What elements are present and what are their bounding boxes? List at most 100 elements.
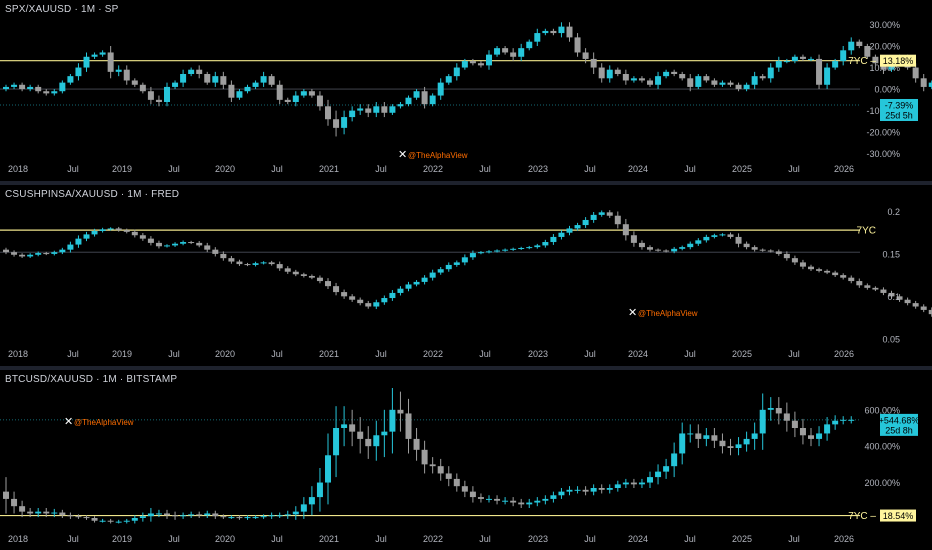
candle-body[interactable] xyxy=(824,424,831,434)
candle-body[interactable] xyxy=(461,486,468,492)
candle-body[interactable] xyxy=(912,67,919,79)
candle-body[interactable] xyxy=(550,236,557,243)
candle-body[interactable] xyxy=(864,285,871,288)
candle-body[interactable] xyxy=(284,514,291,516)
candle-body[interactable] xyxy=(711,435,718,441)
candle-body[interactable] xyxy=(365,438,372,447)
candle-body[interactable] xyxy=(204,513,211,516)
candle-body[interactable] xyxy=(703,236,710,241)
candle-body[interactable] xyxy=(550,30,557,34)
candle-body[interactable] xyxy=(799,428,806,436)
candle-body[interactable] xyxy=(11,84,18,87)
candle-body[interactable] xyxy=(655,249,662,251)
chart-panel-spx-xau[interactable]: SPX/XAUUSD · 1M · SP 30.00% 20.00% 10.00% 0… xyxy=(0,0,932,180)
candle-body[interactable] xyxy=(453,262,460,265)
candle-body[interactable] xyxy=(502,500,509,502)
candle-body[interactable] xyxy=(349,296,356,300)
candle-body[interactable] xyxy=(647,477,653,483)
candle-body[interactable] xyxy=(606,69,613,79)
candle-body[interactable] xyxy=(99,229,106,231)
candle-body[interactable] xyxy=(751,433,758,439)
candle-body[interactable] xyxy=(582,219,589,226)
candle-body[interactable] xyxy=(848,41,855,51)
candle-body[interactable] xyxy=(880,289,887,293)
candle-body[interactable] xyxy=(397,409,404,414)
candle-body[interactable] xyxy=(139,516,146,518)
candle-body[interactable] xyxy=(832,420,839,425)
candle-body[interactable] xyxy=(172,243,179,246)
candle-body[interactable] xyxy=(558,26,565,34)
candle-body[interactable] xyxy=(574,37,581,53)
candle-body[interactable] xyxy=(292,511,299,515)
candle-body[interactable] xyxy=(518,247,525,249)
candle-body[interactable] xyxy=(606,212,613,216)
candle-body[interactable] xyxy=(292,271,299,275)
candle-body[interactable] xyxy=(743,438,750,445)
candle-body[interactable] xyxy=(614,69,621,74)
candle-body[interactable] xyxy=(808,266,814,270)
candle-body[interactable] xyxy=(719,234,726,236)
candle-body[interactable] xyxy=(751,247,758,250)
candle-body[interactable] xyxy=(19,254,26,257)
candle-body[interactable] xyxy=(357,431,364,439)
candle-body[interactable] xyxy=(155,513,162,515)
candle-body[interactable] xyxy=(437,82,444,96)
candle-body[interactable] xyxy=(695,433,702,439)
candle-body[interactable] xyxy=(928,309,932,315)
candle-body[interactable] xyxy=(308,91,315,96)
candle-body[interactable] xyxy=(429,272,436,278)
panel-divider[interactable] xyxy=(0,366,932,370)
candle-body[interactable] xyxy=(212,76,219,83)
candle-body[interactable] xyxy=(260,76,267,83)
candle-body[interactable] xyxy=(35,253,42,255)
candle-body[interactable] xyxy=(791,420,798,428)
candle-body[interactable] xyxy=(276,264,283,269)
candle-body[interactable] xyxy=(67,76,74,83)
candle-body[interactable] xyxy=(349,424,356,432)
candle-body[interactable] xyxy=(671,71,678,74)
candle-body[interactable] xyxy=(590,488,597,492)
candle-body[interactable] xyxy=(91,518,98,521)
candle-body[interactable] xyxy=(655,76,662,85)
candle-body[interactable] xyxy=(848,419,855,421)
candle-body[interactable] xyxy=(405,284,412,289)
candle-body[interactable] xyxy=(35,511,42,514)
candle-body[interactable] xyxy=(75,516,82,518)
candle-body[interactable] xyxy=(429,95,436,105)
candle-body[interactable] xyxy=(566,489,573,492)
candle-body[interactable] xyxy=(494,498,501,501)
candle-body[interactable] xyxy=(461,61,468,68)
candle-body[interactable] xyxy=(115,69,122,72)
candle-body[interactable] xyxy=(630,78,637,81)
candle-body[interactable] xyxy=(920,78,927,87)
candle-body[interactable] xyxy=(220,516,227,518)
candle-body[interactable] xyxy=(638,482,645,485)
candle-body[interactable] xyxy=(139,84,146,92)
candle-body[interactable] xyxy=(469,491,476,498)
candle-body[interactable] xyxy=(123,230,130,232)
candle-body[interactable] xyxy=(912,303,919,307)
candle-body[interactable] xyxy=(783,253,790,259)
candle-body[interactable] xyxy=(622,74,629,81)
candle-body[interactable] xyxy=(244,264,251,266)
candle-body[interactable] xyxy=(719,440,726,447)
candle-body[interactable] xyxy=(421,277,428,282)
candle-body[interactable] xyxy=(477,63,484,66)
candle-body[interactable] xyxy=(630,482,637,485)
candle-body[interactable] xyxy=(180,74,187,83)
chart-svg[interactable]: 600.00% 400.00% 200.00% 7YC – 18.54% +544.68%… xyxy=(0,370,932,550)
candle-body[interactable] xyxy=(791,56,798,62)
candle-body[interactable] xyxy=(808,435,814,439)
candle-body[interactable] xyxy=(413,91,420,98)
candle-body[interactable] xyxy=(3,86,9,90)
candle-body[interactable] xyxy=(365,108,372,113)
candle-body[interactable] xyxy=(791,258,798,263)
candle-body[interactable] xyxy=(252,517,259,519)
candle-body[interactable] xyxy=(188,514,195,516)
candle-body[interactable] xyxy=(196,242,203,246)
candle-body[interactable] xyxy=(397,104,404,107)
candle-body[interactable] xyxy=(300,504,307,512)
candle-body[interactable] xyxy=(695,240,702,244)
candle-body[interactable] xyxy=(308,497,315,505)
candle-body[interactable] xyxy=(99,52,106,55)
